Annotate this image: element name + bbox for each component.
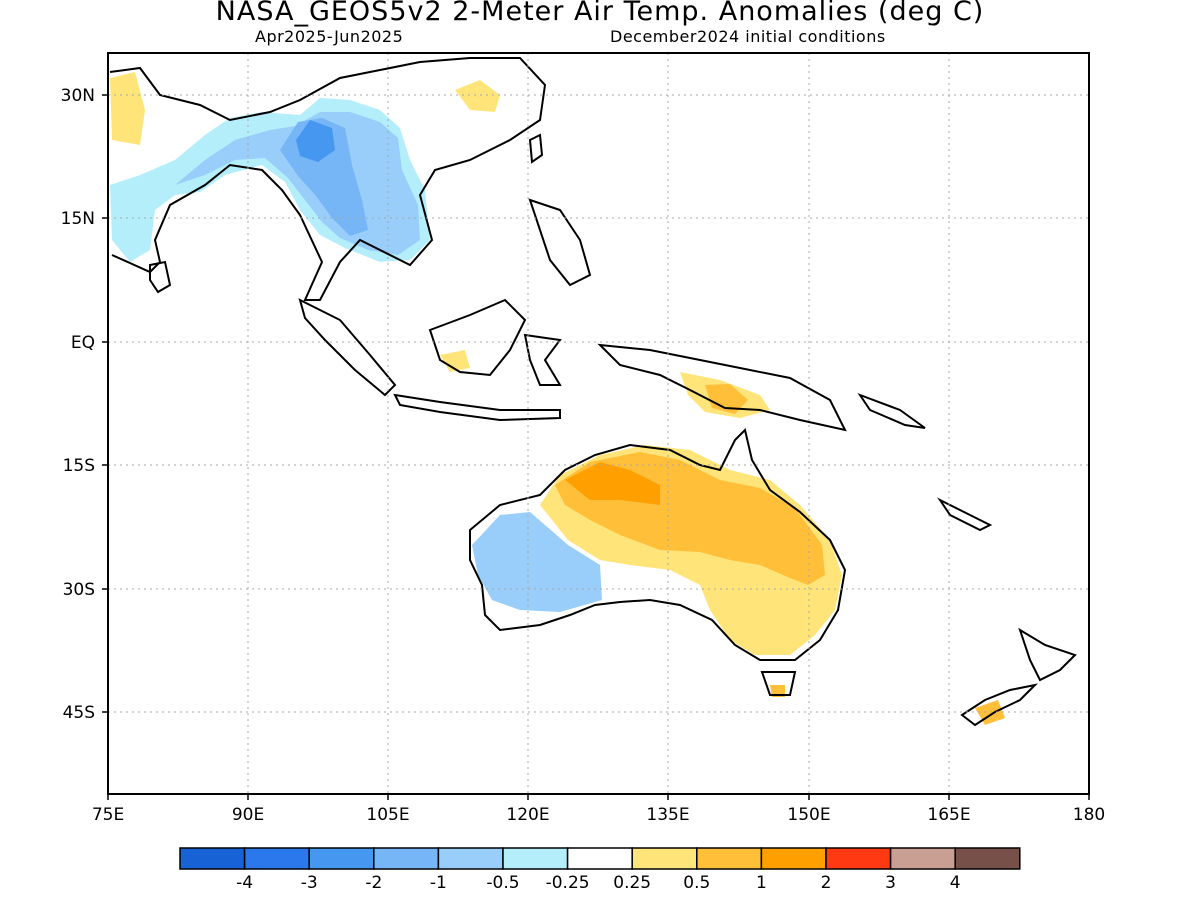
solomon-islands xyxy=(857,392,926,429)
lat-label-30n: 30N xyxy=(61,86,95,106)
colorbar-swatch-6 xyxy=(502,847,569,870)
lat-label-30s: 30S xyxy=(63,580,95,600)
colorbar-swatch-7 xyxy=(566,847,633,870)
lon-label-165e: 165E xyxy=(927,805,970,825)
australia-warm-strong xyxy=(565,462,660,505)
colorbar-swatch-3 xyxy=(308,847,375,870)
lat-label-45s: 45S xyxy=(63,703,95,723)
forecast-period: Apr2025-Jun2025 xyxy=(255,27,404,46)
china-warm-patch xyxy=(455,80,500,112)
map-title: NASA_GEOS5v2 2-Meter Air Temp. Anomalies… xyxy=(215,0,985,27)
axis-ticks xyxy=(102,94,1090,800)
new-guinea-warm-mid xyxy=(705,384,748,414)
colorbar-swatch-8 xyxy=(631,847,698,870)
lon-label-90e: 90E xyxy=(232,805,264,825)
australia-south-warm xyxy=(705,580,820,652)
colorbar-swatch-4 xyxy=(373,847,440,870)
colorbar: -4 -3 -2 -1 -0.5 -0.25 0.25 0.5 1 2 3 4 xyxy=(179,847,1021,893)
new-zealand-north xyxy=(1018,627,1077,682)
colorbar-swatch-10 xyxy=(760,847,827,870)
india-warm-patch xyxy=(110,72,145,145)
lon-label-105e: 105E xyxy=(366,805,409,825)
coastlines xyxy=(109,57,1077,727)
new-zealand-south xyxy=(960,683,1039,727)
map-panel xyxy=(107,52,1090,795)
borneo xyxy=(428,298,527,377)
lat-label-15n: 15N xyxy=(61,209,95,229)
philippines xyxy=(528,198,592,287)
colorbar-label-3: -2 xyxy=(365,873,382,893)
map-frame xyxy=(107,52,1090,795)
colorbar-label-10: 2 xyxy=(821,873,832,893)
colorbar-label-2: -3 xyxy=(301,873,318,893)
new-guinea xyxy=(597,343,847,432)
colorbar-label-5: -0.5 xyxy=(486,873,519,893)
colorbar-label-1: -4 xyxy=(236,873,253,893)
colorbar-swatch-12 xyxy=(889,847,956,870)
lon-label-180: 180 xyxy=(1073,805,1105,825)
borneo-warm-patch xyxy=(440,350,470,372)
colorbar-label-12: 4 xyxy=(950,873,961,893)
lat-label-eq: EQ xyxy=(71,333,95,353)
colorbar-swatch-9 xyxy=(696,847,763,870)
colorbar-swatch-1 xyxy=(179,847,246,870)
anomaly-shading xyxy=(110,72,1005,725)
sumatra xyxy=(298,298,397,397)
java xyxy=(393,393,561,422)
tasmania xyxy=(760,671,797,696)
colorbar-swatch-5 xyxy=(437,847,504,870)
colorbar-swatch-2 xyxy=(243,847,310,870)
colorbar-label-8: 0.5 xyxy=(683,873,710,893)
australia-west-cool xyxy=(472,512,602,612)
lon-label-120e: 120E xyxy=(506,805,549,825)
colorbar-swatch-11 xyxy=(825,847,892,870)
lon-label-150e: 150E xyxy=(787,805,830,825)
colorbar-swatch-13 xyxy=(954,847,1021,870)
initial-conditions: December2024 initial conditions xyxy=(610,27,886,46)
sri-lanka xyxy=(149,260,172,294)
latitude-labels: 30N 15N EQ 15S 30S 45S xyxy=(61,86,95,723)
fiji-vanuatu xyxy=(937,497,993,532)
gridlines xyxy=(108,53,1089,794)
lon-label-135e: 135E xyxy=(646,805,689,825)
longitude-labels: 75E 90E 105E 120E 135E 150E 165E 180 xyxy=(92,805,1105,825)
lon-label-75e: 75E xyxy=(92,805,124,825)
taiwan xyxy=(528,133,544,164)
colorbar-label-9: 1 xyxy=(756,873,767,893)
colorbar-label-11: 3 xyxy=(885,873,896,893)
colorbar-label-7: 0.25 xyxy=(613,873,651,893)
colorbar-label-6: -0.25 xyxy=(546,873,590,893)
sulawesi xyxy=(523,333,562,386)
asia-cool-core xyxy=(296,120,335,162)
australia xyxy=(469,428,847,661)
colorbar-label-4: -1 xyxy=(430,873,447,893)
lat-label-15s: 15S xyxy=(63,456,95,476)
